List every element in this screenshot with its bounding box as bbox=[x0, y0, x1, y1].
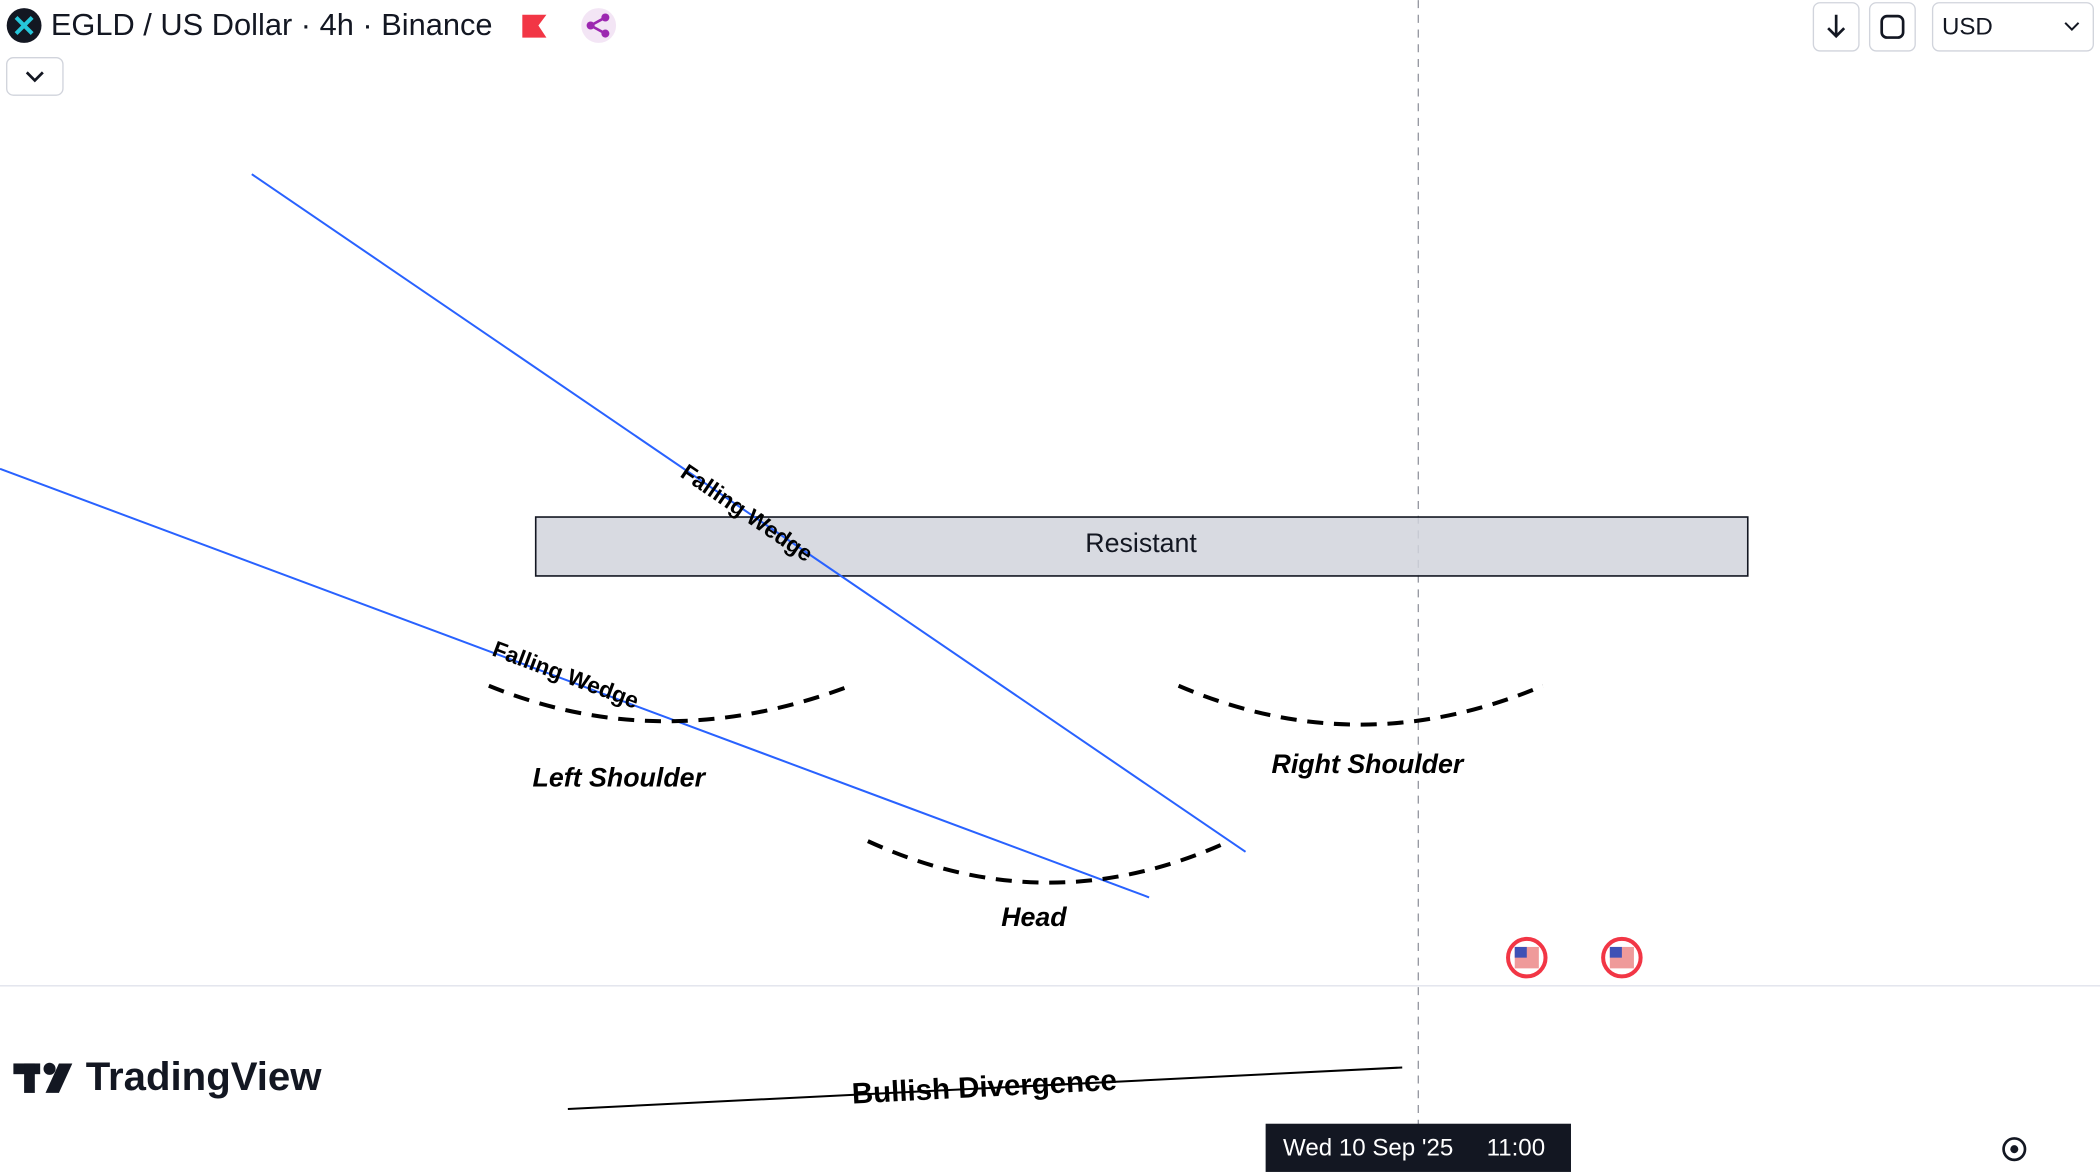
alert-icon-dot bbox=[601, 29, 610, 38]
brand-logo: TradingView bbox=[13, 1054, 322, 1099]
resistance-label: Resistant bbox=[1085, 528, 1197, 558]
head-label: Head bbox=[1001, 902, 1067, 932]
left-shoulder-label: Left Shoulder bbox=[533, 763, 707, 793]
currency-dropdown[interactable]: USD bbox=[1931, 2, 2094, 52]
crosshair-date: Wed 10 Sep '25 bbox=[1283, 1135, 1453, 1162]
settings-button[interactable] bbox=[2002, 1137, 2027, 1162]
collapse-button[interactable] bbox=[6, 56, 64, 96]
crosshair-time: 11:00 bbox=[1487, 1135, 1546, 1162]
divergence-line bbox=[567, 1066, 1403, 1110]
refresh-button[interactable] bbox=[1868, 2, 1916, 52]
download-button[interactable] bbox=[1812, 2, 1860, 52]
right-shoulder-arc bbox=[1177, 683, 1544, 727]
flag-icon[interactable] bbox=[522, 14, 547, 38]
head-arc bbox=[867, 839, 1231, 885]
chart-title: EGLD / US Dollar · 4h · Binance bbox=[51, 7, 493, 42]
alert-icon[interactable] bbox=[581, 8, 617, 43]
resistance-zone bbox=[534, 516, 1749, 577]
symbol-logo-mark bbox=[14, 16, 34, 35]
wedge-upper-line bbox=[251, 173, 1247, 853]
event-flag[interactable] bbox=[1601, 936, 1643, 979]
alert-icon-dot bbox=[586, 21, 595, 30]
currency-label: USD bbox=[1942, 14, 1993, 41]
crosshair-time-box bbox=[1265, 1123, 1571, 1172]
event-flag[interactable] bbox=[1506, 936, 1548, 979]
symbol-header: EGLD / US Dollar · 4h · Binance bbox=[6, 7, 617, 43]
alert-icon-dot bbox=[601, 13, 610, 22]
right-shoulder-label: Right Shoulder bbox=[1272, 749, 1465, 779]
brand-text: TradingView bbox=[86, 1054, 323, 1099]
wedge-lower-line bbox=[0, 467, 1150, 899]
